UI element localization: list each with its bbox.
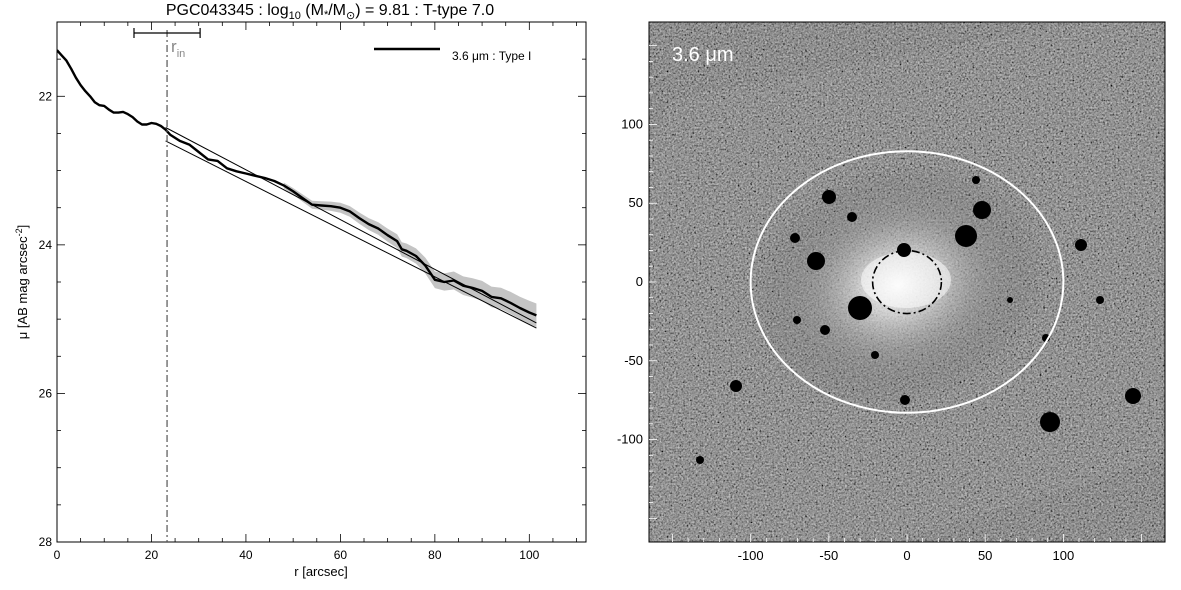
title-slash: /M <box>328 2 346 19</box>
image-y-tick-label: -100 <box>617 432 643 447</box>
chart-title: PGC043345 : log10 (M*/M⊙) = 9.81 : T-typ… <box>166 2 494 22</box>
y-tick-label: 28 <box>39 535 53 549</box>
ylabel-end: ] <box>15 225 30 229</box>
x-axis-label: r [arcsec] <box>294 564 347 579</box>
legend: 3.6 μm : Type I <box>374 47 531 63</box>
star-mask <box>790 233 800 243</box>
legend-label: 3.6 μm : Type I <box>452 49 531 63</box>
x-tick-label: 100 <box>519 548 539 562</box>
image-x-ticks: -100 -50 0 50 100 <box>672 534 1142 563</box>
isophote-ellipses <box>749 150 1065 414</box>
star-mask <box>973 201 991 219</box>
star-masks <box>696 176 1141 464</box>
image-y-tick-label: 100 <box>621 116 643 131</box>
star-mask <box>897 243 911 257</box>
y-axis-label: μ [AB mag arcsec-2] <box>14 225 30 340</box>
star-mask <box>955 225 977 247</box>
star-mask <box>1007 297 1013 303</box>
image-x-tick-label: 50 <box>978 548 992 563</box>
x-tick-label: 20 <box>145 548 159 562</box>
ylabel-sup: -2 <box>14 228 24 236</box>
x-tick-label: 80 <box>428 548 442 562</box>
title-prefix: PGC043345 : log <box>166 2 289 19</box>
y-tick-label: 26 <box>39 386 53 400</box>
x-axis-ticks: 0 20 40 60 80 100 <box>54 22 577 562</box>
band-label: 3.6 μm <box>672 44 734 66</box>
star-mask <box>900 395 910 405</box>
title-star: * <box>324 9 329 21</box>
star-mask <box>972 176 980 184</box>
title-sun: ⊙ <box>346 10 355 22</box>
star-mask <box>696 456 704 464</box>
profile-panel: rin 0 20 40 60 80 100 22 24 26 28 3.6 μm : Type … <box>14 21 587 579</box>
title-middle: (M <box>301 2 324 19</box>
star-mask <box>730 380 742 392</box>
rin-label-sub: in <box>177 48 186 60</box>
image-panel: -100 -50 0 50 100 100 50 0 -50 -100 3.6 μm <box>617 21 1166 563</box>
image-x-tick-label: 0 <box>903 548 910 563</box>
image-y-ticks: 100 50 0 -50 -100 <box>617 45 657 519</box>
title-suffix: ) = 9.81 : T-type 7.0 <box>355 2 494 19</box>
image-y-tick-label: 50 <box>629 195 643 210</box>
image-y-tick-label: 0 <box>636 274 643 289</box>
fit-line <box>165 140 537 329</box>
star-mask <box>1125 388 1141 404</box>
x-tick-label: 40 <box>239 548 253 562</box>
fit-line <box>165 127 537 324</box>
y-axis-ticks: 22 24 26 28 <box>39 21 586 549</box>
star-mask <box>822 190 836 204</box>
uncertainty-band <box>283 182 537 328</box>
y-tick-label: 22 <box>39 89 53 103</box>
rin-label-main: r <box>171 37 177 56</box>
outer-isophote-ellipse <box>749 150 1065 414</box>
inner-isophote-ellipse <box>871 249 943 315</box>
image-x-tick-label: 100 <box>1053 548 1075 563</box>
star-mask <box>871 351 879 359</box>
ylabel-main: μ [AB mag arcsec <box>15 236 30 339</box>
star-mask <box>847 212 857 222</box>
image-y-tick-label: -50 <box>624 353 643 368</box>
uncertainty-band-area <box>283 182 537 328</box>
star-mask <box>820 325 830 335</box>
star-mask <box>807 252 825 270</box>
rin-marker: rin <box>133 28 201 542</box>
star-mask <box>1096 296 1104 304</box>
galaxy-image <box>649 22 1165 542</box>
profile-plot-frame <box>56 21 587 543</box>
star-mask <box>1040 412 1060 432</box>
x-tick-label: 60 <box>334 548 348 562</box>
rin-label: rin <box>171 37 185 60</box>
x-tick-label: 0 <box>54 548 61 562</box>
star-mask <box>1075 239 1087 251</box>
profile-line <box>57 49 537 317</box>
y-tick-label: 24 <box>39 238 53 252</box>
profile-lines <box>57 49 537 329</box>
galaxy-bulge <box>861 252 951 308</box>
image-x-tick-label: -50 <box>819 548 838 563</box>
title-sub: 10 <box>289 10 301 22</box>
star-mask <box>848 296 872 320</box>
image-x-tick-label: -100 <box>738 548 764 563</box>
star-mask <box>793 316 801 324</box>
